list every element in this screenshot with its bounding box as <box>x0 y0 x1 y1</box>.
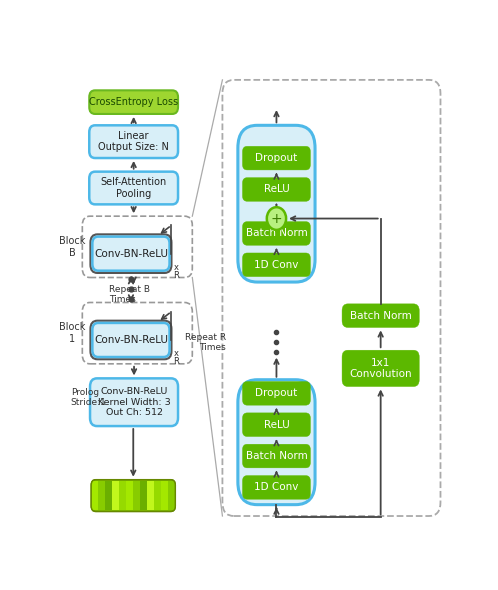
Text: R: R <box>174 357 179 366</box>
FancyBboxPatch shape <box>168 481 175 510</box>
FancyBboxPatch shape <box>243 413 310 437</box>
FancyBboxPatch shape <box>154 481 161 510</box>
FancyBboxPatch shape <box>91 234 171 273</box>
FancyBboxPatch shape <box>147 481 154 510</box>
Text: 1D Conv: 1D Conv <box>254 483 299 493</box>
Text: Conv-BN-ReLU: Conv-BN-ReLU <box>94 248 168 258</box>
Text: Prolog
Stride:1: Prolog Stride:1 <box>71 388 107 407</box>
Text: R: R <box>174 271 179 280</box>
Text: x: x <box>174 263 179 271</box>
Text: Linear
Output Size: N: Linear Output Size: N <box>98 131 169 152</box>
FancyBboxPatch shape <box>243 146 310 170</box>
FancyBboxPatch shape <box>140 481 147 510</box>
Text: Dropout: Dropout <box>255 153 298 163</box>
FancyBboxPatch shape <box>243 222 310 245</box>
FancyBboxPatch shape <box>91 480 175 512</box>
Text: Dropout: Dropout <box>255 388 298 398</box>
Text: Block
1: Block 1 <box>59 322 86 344</box>
Text: x: x <box>174 349 179 358</box>
FancyBboxPatch shape <box>82 303 192 364</box>
Text: Repeat R
Times: Repeat R Times <box>185 333 226 352</box>
FancyBboxPatch shape <box>89 90 178 114</box>
FancyBboxPatch shape <box>91 481 98 510</box>
FancyBboxPatch shape <box>98 481 105 510</box>
FancyBboxPatch shape <box>243 382 310 405</box>
Text: ReLU: ReLU <box>263 185 289 195</box>
Text: Batch Norm: Batch Norm <box>246 228 307 238</box>
FancyBboxPatch shape <box>126 481 133 510</box>
FancyBboxPatch shape <box>90 378 178 426</box>
Text: Conv-BN-ReLU
Kernel Width: 3
Out Ch: 512: Conv-BN-ReLU Kernel Width: 3 Out Ch: 512 <box>98 387 170 417</box>
FancyBboxPatch shape <box>89 172 178 204</box>
Text: 1D Conv: 1D Conv <box>254 260 299 270</box>
FancyBboxPatch shape <box>342 304 419 327</box>
FancyBboxPatch shape <box>105 481 112 510</box>
FancyBboxPatch shape <box>161 481 168 510</box>
FancyBboxPatch shape <box>243 476 310 499</box>
Text: Block
B: Block B <box>59 236 86 258</box>
FancyBboxPatch shape <box>243 253 310 277</box>
Text: 1x1
Convolution: 1x1 Convolution <box>349 358 412 379</box>
Circle shape <box>267 207 286 230</box>
FancyBboxPatch shape <box>119 481 126 510</box>
FancyBboxPatch shape <box>92 237 169 271</box>
FancyBboxPatch shape <box>91 321 171 359</box>
FancyBboxPatch shape <box>82 216 192 277</box>
FancyBboxPatch shape <box>89 125 178 158</box>
FancyBboxPatch shape <box>238 380 315 504</box>
Text: +: + <box>270 212 282 225</box>
Text: CrossEntropy Loss: CrossEntropy Loss <box>89 97 178 107</box>
Text: Batch Norm: Batch Norm <box>350 311 411 321</box>
Text: Batch Norm: Batch Norm <box>246 451 307 461</box>
FancyBboxPatch shape <box>243 178 310 201</box>
Text: Conv-BN-ReLU: Conv-BN-ReLU <box>94 335 168 345</box>
Text: ReLU: ReLU <box>263 419 289 430</box>
FancyBboxPatch shape <box>243 444 310 468</box>
FancyBboxPatch shape <box>133 481 140 510</box>
Text: Self-Attention
Pooling: Self-Attention Pooling <box>101 177 167 199</box>
FancyBboxPatch shape <box>238 125 315 282</box>
Text: Repeat B
Times: Repeat B Times <box>110 285 150 304</box>
FancyBboxPatch shape <box>342 350 419 386</box>
FancyBboxPatch shape <box>112 481 119 510</box>
FancyBboxPatch shape <box>92 323 169 357</box>
FancyBboxPatch shape <box>223 80 441 516</box>
